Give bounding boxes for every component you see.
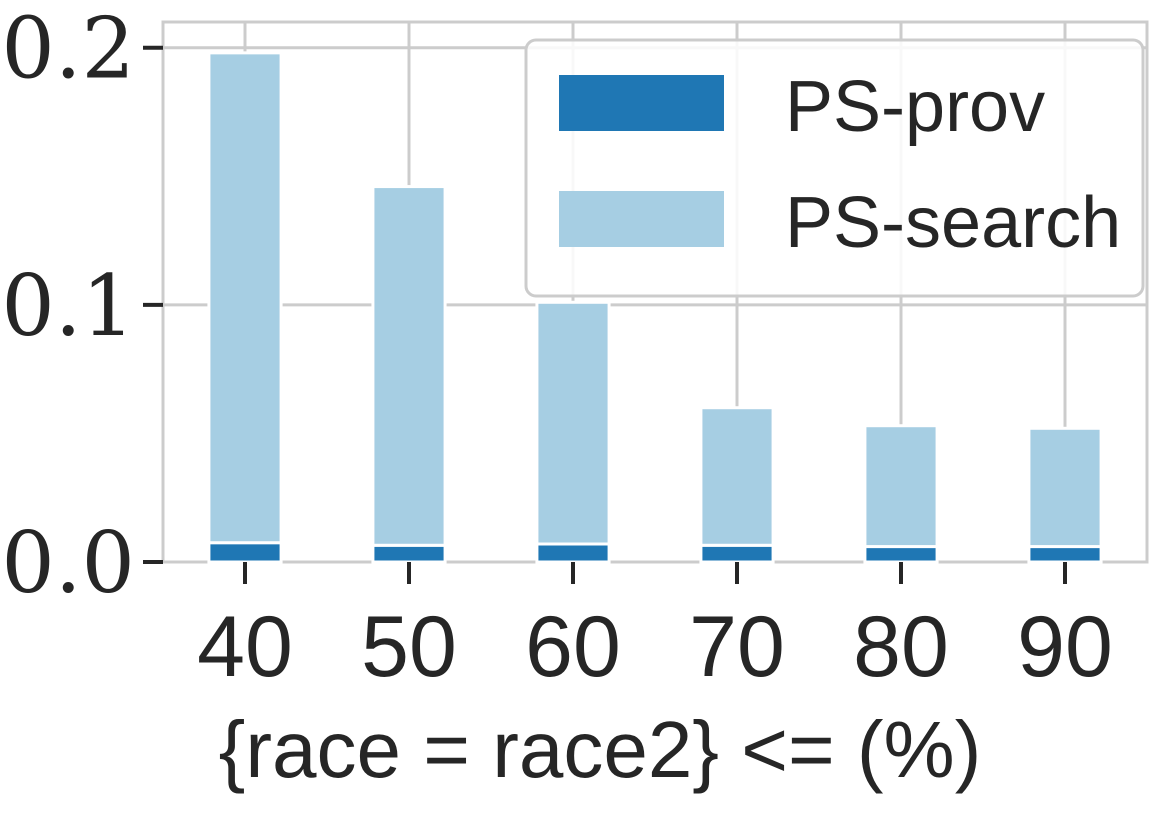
y-tick-label: 0.1	[1, 257, 135, 355]
legend-swatch-ps-prov	[559, 75, 724, 131]
y-tick-label: 0.2	[1, 0, 135, 98]
bar-ps-search-40	[207, 51, 283, 545]
bar-ps-prov-40	[207, 541, 283, 564]
x-axis-title: {race = race2} <= (%)	[219, 705, 982, 794]
legend-label-ps-prov: PS-prov	[785, 67, 1045, 147]
y-tick-label: 0.0	[1, 514, 135, 612]
bar-ps-search-50	[371, 185, 447, 547]
bar-ps-search-60	[535, 300, 611, 546]
bar-ps-search-70	[699, 406, 775, 547]
bar-ps-search-80	[863, 424, 939, 549]
legend-label-ps-search: PS-search	[785, 183, 1121, 263]
bars	[207, 51, 1103, 564]
bar-ps-search-90	[1027, 426, 1103, 549]
bar-ps-prov-60	[535, 542, 611, 564]
bar-ps-prov-90	[1027, 545, 1103, 564]
bar-ps-prov-70	[699, 543, 775, 564]
bar-ps-prov-80	[863, 545, 939, 564]
x-tick-label: 70	[689, 599, 785, 695]
x-tick-label: 80	[853, 599, 949, 695]
y-axis: 0.0 0.1 0.2	[1, 0, 163, 612]
x-axis: 40 50 60 70 80 90	[197, 562, 1113, 695]
x-tick-label: 40	[197, 599, 293, 695]
x-tick-label: 90	[1017, 599, 1113, 695]
x-tick-label: 50	[361, 599, 457, 695]
legend: PS-prov PS-search	[524, 38, 1145, 298]
bar-ps-prov-50	[371, 543, 447, 564]
x-tick-label: 60	[525, 599, 621, 695]
legend-swatch-ps-search	[559, 191, 724, 247]
